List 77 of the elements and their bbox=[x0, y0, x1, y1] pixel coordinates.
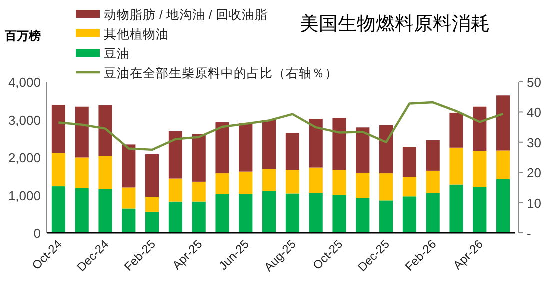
legend-label: 豆油 bbox=[104, 47, 130, 61]
bar bbox=[98, 189, 112, 233]
bar bbox=[146, 154, 160, 198]
y2-tick-label: 50 bbox=[527, 75, 542, 90]
bar bbox=[75, 158, 89, 188]
bar bbox=[380, 174, 394, 201]
bar bbox=[286, 170, 300, 194]
bar bbox=[473, 151, 487, 188]
bar bbox=[52, 105, 66, 154]
bar bbox=[309, 118, 323, 168]
bar bbox=[332, 118, 346, 170]
bar bbox=[473, 106, 487, 152]
y-tick-label: 1,000 bbox=[8, 188, 41, 204]
bar bbox=[192, 182, 206, 202]
bar bbox=[239, 194, 253, 233]
bar bbox=[98, 156, 112, 190]
bar bbox=[98, 105, 112, 156]
bar bbox=[122, 188, 136, 209]
bar bbox=[356, 172, 370, 198]
y2-tick-label: - bbox=[527, 226, 532, 241]
bar bbox=[450, 184, 464, 233]
bar bbox=[216, 174, 230, 194]
bar bbox=[75, 106, 89, 158]
bar bbox=[239, 123, 253, 172]
bar bbox=[216, 122, 230, 174]
bar bbox=[496, 96, 510, 151]
bar bbox=[402, 196, 416, 233]
bar bbox=[286, 194, 300, 233]
bar bbox=[262, 169, 276, 192]
bar bbox=[332, 170, 346, 196]
bar bbox=[473, 187, 487, 233]
bar bbox=[332, 195, 346, 233]
bar bbox=[52, 153, 66, 187]
bar bbox=[146, 212, 160, 233]
bar bbox=[216, 194, 230, 233]
bar bbox=[496, 179, 510, 233]
y-tick-label: 3,000 bbox=[8, 112, 41, 128]
y-axis-title: 百万榜 bbox=[4, 29, 41, 43]
bar bbox=[52, 186, 66, 233]
bar bbox=[426, 170, 440, 194]
bar bbox=[286, 133, 300, 170]
bar bbox=[168, 131, 182, 179]
bar bbox=[450, 148, 464, 185]
chart-title: 美国生物燃料原料消耗 bbox=[300, 13, 490, 35]
y-tick-label: 0 bbox=[34, 226, 41, 241]
bar bbox=[380, 125, 394, 174]
bar bbox=[122, 144, 136, 188]
bar bbox=[356, 198, 370, 233]
y2-tick-label: 10 bbox=[527, 196, 542, 211]
bar bbox=[309, 193, 323, 233]
bar bbox=[262, 120, 276, 170]
bar bbox=[168, 178, 182, 202]
y-tick-label: 4,000 bbox=[8, 75, 41, 90]
bar bbox=[450, 112, 464, 148]
bar bbox=[239, 172, 253, 194]
bar bbox=[192, 134, 206, 182]
legend-label: 其他植物油 bbox=[104, 28, 169, 42]
legend-label: 豆油在全部生柴原料中的占比（右轴％） bbox=[104, 66, 338, 80]
bar bbox=[496, 150, 510, 180]
y2-tick-label: 30 bbox=[527, 135, 542, 150]
bar bbox=[309, 168, 323, 194]
bar bbox=[122, 208, 136, 233]
bar bbox=[402, 147, 416, 178]
legend-label: 动物脂肪 / 地沟油 / 回收油脂 bbox=[104, 8, 268, 22]
y-tick-label: 2,000 bbox=[8, 150, 41, 166]
y2-tick-label: 40 bbox=[527, 105, 542, 120]
bar bbox=[262, 191, 276, 233]
bar bbox=[146, 197, 160, 212]
bar bbox=[75, 188, 89, 233]
bar bbox=[426, 193, 440, 233]
bar bbox=[402, 177, 416, 197]
bar bbox=[356, 128, 370, 173]
bar bbox=[426, 140, 440, 171]
bar bbox=[380, 200, 394, 233]
bar bbox=[192, 202, 206, 233]
bar bbox=[168, 202, 182, 233]
y2-tick-label: 20 bbox=[527, 166, 542, 181]
